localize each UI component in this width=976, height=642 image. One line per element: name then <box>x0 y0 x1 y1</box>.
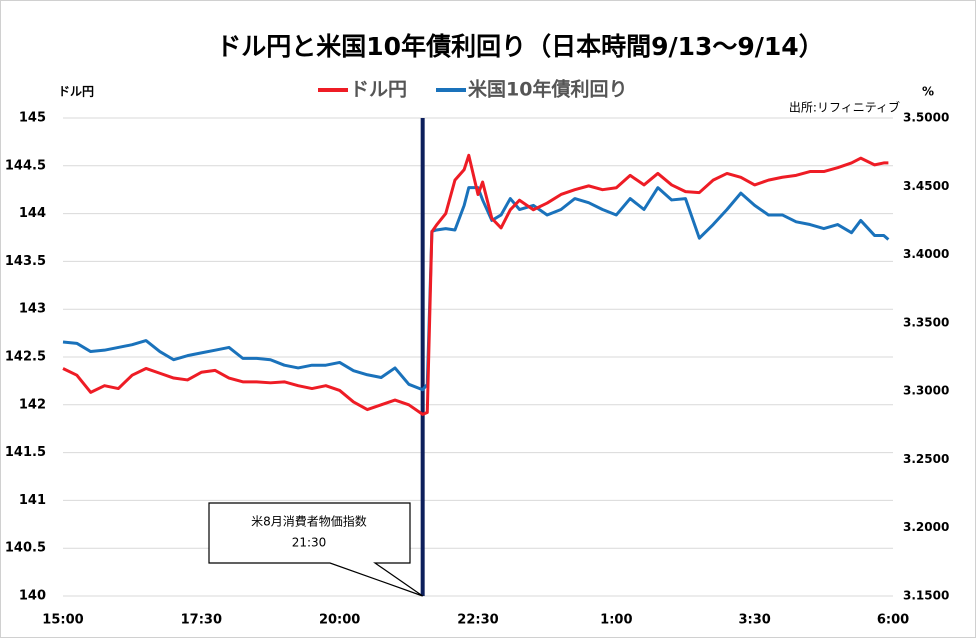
annotation-time: 21:30 <box>292 536 327 550</box>
x-tick-label: 17:30 <box>181 613 222 628</box>
y2-tick-label: 3.5000 <box>903 111 949 125</box>
legend-label: ドル円 <box>350 79 407 101</box>
chart-title: ドル円と米国10年債利回り（日本時間9/13～9/14） <box>216 32 823 61</box>
annotation-label: 米8月消費者物価指数 <box>251 514 367 529</box>
x-tick-label: 22:30 <box>457 613 498 628</box>
y-tick-label: 144 <box>19 206 46 221</box>
x-tick-label: 6:00 <box>877 613 909 628</box>
y-tick-label: 145 <box>19 111 46 126</box>
y-tick-label: 144.5 <box>5 158 46 173</box>
y2-tick-label: 3.2500 <box>903 452 949 466</box>
y-tick-label: 143 <box>19 302 46 317</box>
series-line <box>62 153 889 416</box>
y2-tick-label: 3.1500 <box>903 589 949 603</box>
x-tick-label: 15:00 <box>42 613 83 628</box>
x-tick-label: 3:30 <box>738 613 770 628</box>
y-axis-label: ドル円 <box>58 85 94 99</box>
series-line <box>62 186 890 392</box>
legend-label: 米国10年債利回り <box>468 78 627 101</box>
y2-tick-label: 3.2000 <box>903 520 949 534</box>
y2-tick-label: 3.3000 <box>903 384 949 398</box>
y-tick-label: 143.5 <box>5 254 46 269</box>
source: 出所:リフィニティブ <box>789 100 900 115</box>
y2-tick-label: 3.4500 <box>903 179 949 193</box>
y-tick-label: 141.5 <box>5 445 46 460</box>
x-tick-label: 1:00 <box>600 613 632 628</box>
callout <box>208 502 424 597</box>
y2-tick-label: 3.4000 <box>903 247 949 261</box>
y2-tick-label: 3.3500 <box>903 315 949 329</box>
y-tick-label: 140 <box>19 589 46 604</box>
x-tick-label: 20:00 <box>319 613 360 628</box>
y-tick-label: 141 <box>19 493 46 508</box>
y-tick-label: 140.5 <box>5 541 46 556</box>
y-tick-label: 142 <box>19 397 46 412</box>
y2-axis-label: % <box>922 85 934 99</box>
y-tick-label: 142.5 <box>5 350 46 365</box>
